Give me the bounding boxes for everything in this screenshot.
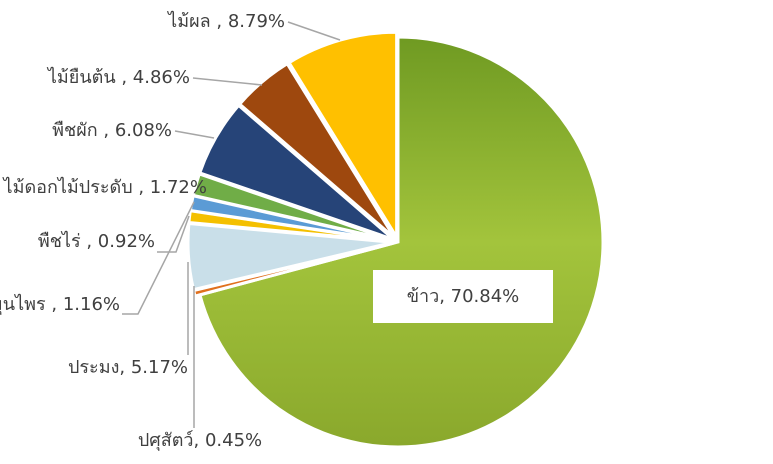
label-box: [373, 270, 553, 323]
pie-slice: [287, 30, 399, 243]
data-label: ข้าว, 70.84%: [407, 286, 520, 307]
pie-slice: [198, 35, 605, 449]
data-label: ประมง, 5.17%: [68, 357, 188, 378]
leader-line: [287, 21, 341, 41]
leader-line: [122, 201, 195, 315]
data-label: ไม้ผล , 8.79%: [166, 10, 285, 32]
data-label: พืชผัก , 6.08%: [52, 120, 172, 141]
leader-line: [157, 215, 190, 253]
pie-slice: [197, 103, 395, 241]
data-label: สมุนไพร , 1.16%: [0, 293, 120, 315]
data-label: พืชไร่ , 0.92%: [38, 230, 155, 252]
pie-slice: [237, 61, 397, 240]
data-label: ปศุสัตว์, 0.45%: [138, 430, 262, 451]
leader-line: [192, 77, 263, 86]
leader-line: [174, 130, 215, 139]
data-label: ไม้ดอกไม้ประดับ , 1.72%: [2, 176, 207, 198]
data-label: ไม้ยืนต้น , 4.86%: [46, 66, 190, 88]
